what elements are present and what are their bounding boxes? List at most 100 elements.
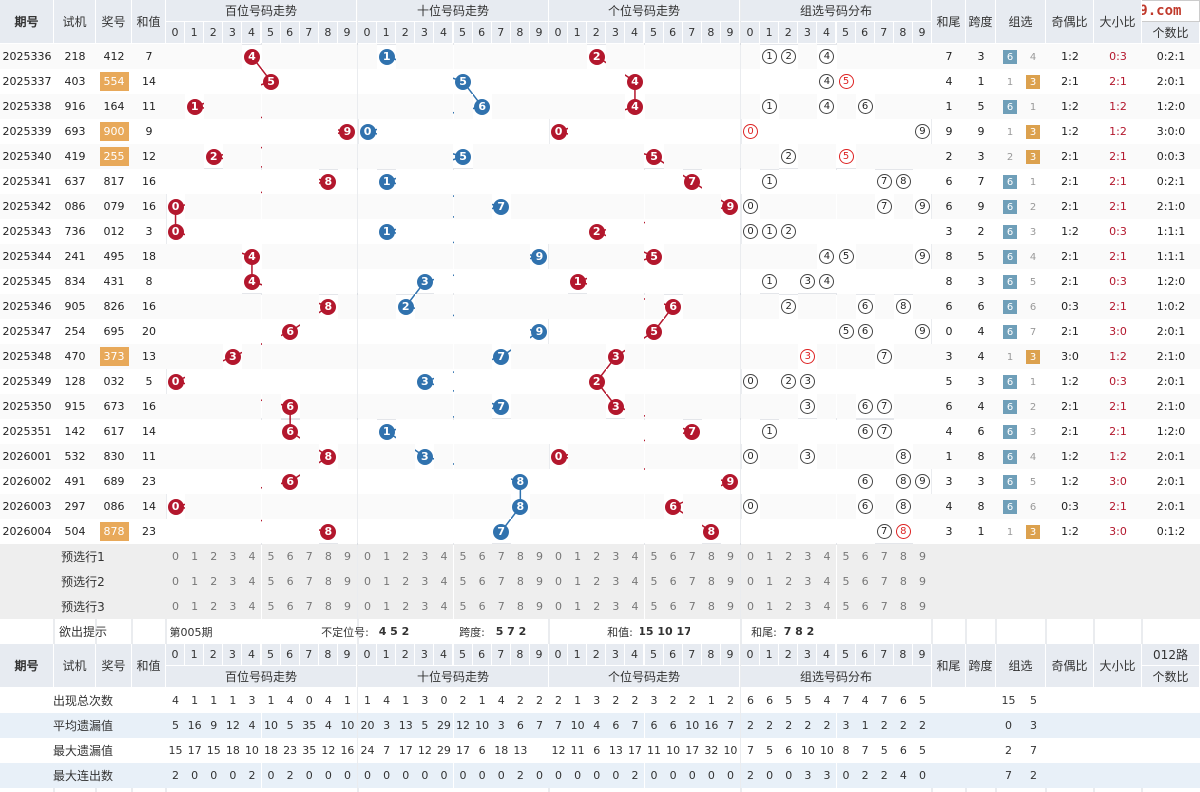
preselect-digit[interactable]: 7: [491, 544, 511, 569]
preselect-digit[interactable]: 9: [529, 594, 549, 619]
preselect-digit[interactable]: 2: [587, 569, 607, 594]
preselect-digit[interactable]: 2: [396, 544, 416, 569]
preselect-digit[interactable]: 3: [415, 569, 435, 594]
preselect-digit[interactable]: 5: [453, 594, 473, 619]
header-issue[interactable]: 期号: [0, 0, 54, 44]
preselect-digit[interactable]: 8: [893, 569, 913, 594]
preselect-digit[interactable]: 8: [701, 594, 721, 619]
preselect-digit[interactable]: 2: [396, 569, 416, 594]
preselect-digit[interactable]: 1: [568, 569, 588, 594]
preselect-digit[interactable]: 6: [472, 594, 492, 619]
preselect-digit[interactable]: 3: [223, 594, 243, 619]
preselect-digit[interactable]: 6: [855, 544, 875, 569]
preselect-digit[interactable]: 9: [529, 544, 549, 569]
preselect-digit[interactable]: 0: [549, 544, 569, 569]
preselect-digit[interactable]: 0: [166, 544, 186, 569]
preselect-digit[interactable]: 9: [337, 544, 357, 569]
preselect-digit[interactable]: 5: [644, 544, 664, 569]
preselect-digit[interactable]: 4: [434, 544, 454, 569]
preselect-digit[interactable]: 5: [261, 569, 281, 594]
preselect-digit[interactable]: 5: [836, 544, 856, 569]
preselect-digit[interactable]: 8: [893, 594, 913, 619]
preselect-digit[interactable]: 8: [893, 544, 913, 569]
preselect-digit[interactable]: 8: [701, 569, 721, 594]
preselect-digit[interactable]: 2: [779, 594, 799, 619]
preselect-digit[interactable]: 7: [491, 569, 511, 594]
preselect-digit[interactable]: 4: [625, 544, 645, 569]
preselect-digit[interactable]: 6: [280, 569, 300, 594]
preselect-digit[interactable]: 7: [299, 569, 319, 594]
preselect-digit[interactable]: 1: [568, 594, 588, 619]
preselect-digit[interactable]: 2: [204, 544, 224, 569]
preselect-digit[interactable]: 1: [377, 544, 397, 569]
preselect-digit[interactable]: 3: [223, 544, 243, 569]
preselect-digit[interactable]: 7: [874, 569, 894, 594]
preselect-digit[interactable]: 4: [242, 569, 262, 594]
preselect-digit[interactable]: 2: [779, 569, 799, 594]
preselect-digit[interactable]: 5: [261, 544, 281, 569]
preselect-digit[interactable]: 3: [415, 594, 435, 619]
preselect-digit[interactable]: 1: [185, 594, 205, 619]
preselect-digit[interactable]: 6: [855, 569, 875, 594]
preselect-digit[interactable]: 0: [741, 594, 761, 619]
footer-issue[interactable]: 期号: [0, 644, 54, 688]
preselect-digit[interactable]: 6: [663, 569, 683, 594]
preselect-digit[interactable]: 5: [836, 569, 856, 594]
preselect-digit[interactable]: 0: [549, 594, 569, 619]
preselect-digit[interactable]: 5: [261, 594, 281, 619]
preselect-digit[interactable]: 3: [798, 594, 818, 619]
preselect-digit[interactable]: 0: [358, 569, 378, 594]
preselect-digit[interactable]: 2: [204, 594, 224, 619]
preselect-digit[interactable]: 1: [185, 569, 205, 594]
preselect-digit[interactable]: 5: [836, 594, 856, 619]
preselect-digit[interactable]: 7: [874, 544, 894, 569]
preselect-digit[interactable]: 6: [663, 594, 683, 619]
preselect-digit[interactable]: 7: [682, 594, 702, 619]
preselect-digit[interactable]: 8: [510, 569, 530, 594]
preselect-digit[interactable]: 7: [682, 544, 702, 569]
preselect-digit[interactable]: 9: [529, 569, 549, 594]
preselect-digit[interactable]: 6: [663, 544, 683, 569]
preselect-digit[interactable]: 0: [358, 544, 378, 569]
preselect-digit[interactable]: 8: [318, 594, 338, 619]
preselect-digit[interactable]: 0: [166, 569, 186, 594]
preselect-digit[interactable]: 9: [720, 594, 740, 619]
preselect-digit[interactable]: 9: [720, 569, 740, 594]
preselect-digit[interactable]: 4: [817, 544, 837, 569]
preselect-digit[interactable]: 0: [358, 594, 378, 619]
preselect-digit[interactable]: 1: [568, 544, 588, 569]
preselect-digit[interactable]: 1: [760, 569, 780, 594]
preselect-digit[interactable]: 7: [299, 544, 319, 569]
preselect-digit[interactable]: 9: [912, 569, 932, 594]
preselect-digit[interactable]: 0: [741, 569, 761, 594]
preselect-digit[interactable]: 1: [760, 594, 780, 619]
preselect-digit[interactable]: 4: [242, 594, 262, 619]
preselect-digit[interactable]: 3: [415, 544, 435, 569]
preselect-digit[interactable]: 3: [798, 569, 818, 594]
preselect-digit[interactable]: 8: [318, 544, 338, 569]
preselect-digit[interactable]: 9: [337, 569, 357, 594]
preselect-digit[interactable]: 2: [779, 544, 799, 569]
preselect-digit[interactable]: 8: [510, 544, 530, 569]
preselect-digit[interactable]: 6: [280, 544, 300, 569]
preselect-digit[interactable]: 4: [625, 594, 645, 619]
preselect-digit[interactable]: 5: [644, 594, 664, 619]
preselect-digit[interactable]: 9: [337, 594, 357, 619]
preselect-digit[interactable]: 2: [587, 594, 607, 619]
preselect-digit[interactable]: 7: [682, 569, 702, 594]
preselect-digit[interactable]: 7: [491, 594, 511, 619]
preselect-digit[interactable]: 5: [453, 544, 473, 569]
preselect-digit[interactable]: 0: [741, 544, 761, 569]
preselect-digit[interactable]: 2: [587, 544, 607, 569]
preselect-digit[interactable]: 4: [625, 569, 645, 594]
preselect-digit[interactable]: 8: [701, 544, 721, 569]
preselect-digit[interactable]: 6: [855, 594, 875, 619]
preselect-digit[interactable]: 6: [472, 569, 492, 594]
preselect-digit[interactable]: 7: [299, 594, 319, 619]
preselect-digit[interactable]: 9: [912, 544, 932, 569]
preselect-digit[interactable]: 5: [453, 569, 473, 594]
preselect-digit[interactable]: 3: [606, 594, 626, 619]
preselect-digit[interactable]: 4: [434, 569, 454, 594]
preselect-digit[interactable]: 1: [377, 594, 397, 619]
preselect-digit[interactable]: 4: [817, 569, 837, 594]
